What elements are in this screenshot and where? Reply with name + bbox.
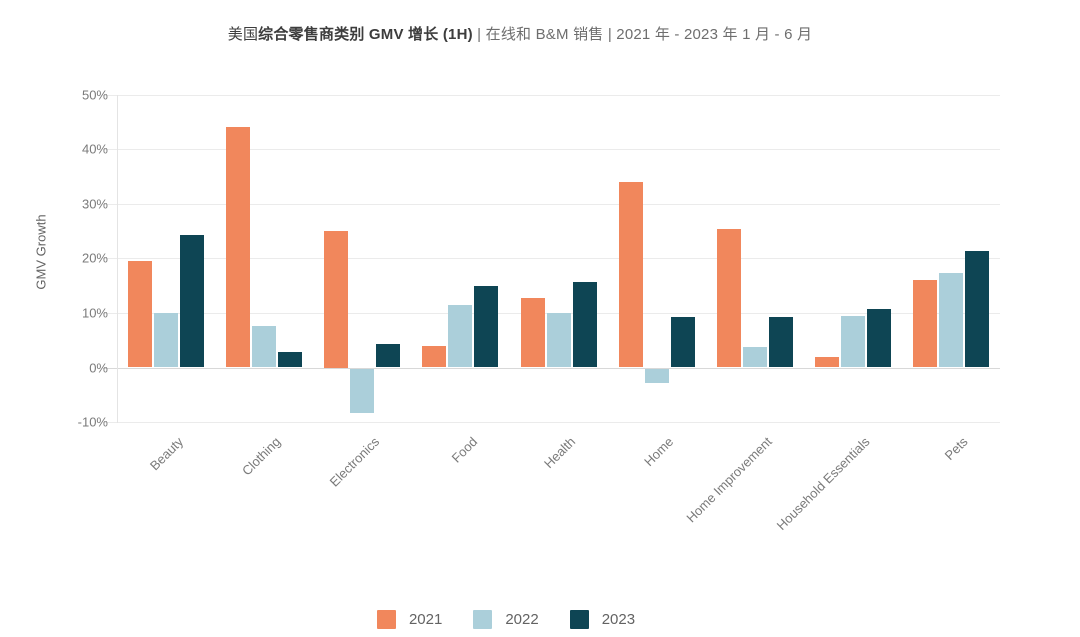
legend-label-2023: 2023	[601, 611, 636, 628]
bar-beauty-2021[interactable]	[128, 261, 153, 368]
x-category-label-beauty: Beauty	[146, 434, 186, 474]
legend-item-2023[interactable]: 2023	[569, 610, 636, 629]
y-tick-label: 0%	[89, 360, 108, 375]
bar-clothing-2023[interactable]	[278, 351, 303, 368]
gridline-0%	[103, 367, 1000, 369]
bar-home-improvement-2021[interactable]	[716, 228, 741, 368]
y-tick-label: 50%	[81, 87, 108, 102]
bar-home-improvement-2022[interactable]	[742, 346, 767, 368]
bar-food-2022[interactable]	[448, 304, 473, 368]
bar-health-2023[interactable]	[572, 282, 597, 368]
bar-home-improvement-2023[interactable]	[768, 316, 793, 368]
bar-home-2021[interactable]	[618, 181, 643, 368]
gridline-50%	[103, 94, 1000, 96]
legend-label-2021: 2021	[408, 611, 443, 628]
chart-title-prefix: 美国	[227, 26, 259, 43]
bar-home-2023[interactable]	[670, 317, 695, 368]
x-category-label-food: Food	[448, 434, 480, 466]
bar-pets-2021[interactable]	[912, 280, 937, 368]
bar-health-2022[interactable]	[546, 312, 571, 368]
bar-home-2022[interactable]	[644, 368, 669, 384]
x-category-label-electronics: Electronics	[326, 434, 382, 490]
y-tick-label: 30%	[81, 196, 108, 212]
bar-electronics-2023[interactable]	[376, 344, 401, 368]
y-tick-label: 40%	[81, 141, 108, 157]
x-category-label-household-essentials: Household Essentials	[773, 434, 873, 534]
y-axis-title: GMV Growth	[33, 214, 49, 290]
chart-title: 美国综合零售商类别 GMV 增长 (1H) | 在线和 B&M 销售 | 202…	[0, 23, 1060, 44]
x-category-label-clothing: Clothing	[239, 434, 284, 479]
legend-item-2021[interactable]: 2021	[376, 610, 443, 629]
x-category-label-pets: Pets	[941, 434, 971, 464]
legend-label-2022: 2022	[505, 611, 539, 628]
bar-household-essentials-2023[interactable]	[866, 308, 891, 368]
bar-household-essentials-2021[interactable]	[814, 356, 839, 368]
x-category-label-home-improvement: Home Improvement	[683, 434, 775, 526]
gridline-30%	[103, 203, 1000, 205]
x-category-label-home: Home	[641, 434, 677, 470]
y-tick-label: 20%	[81, 250, 108, 266]
bar-pets-2023[interactable]	[964, 251, 989, 368]
bar-food-2021[interactable]	[422, 345, 447, 368]
y-axis-line	[117, 94, 118, 423]
bar-electronics-2022[interactable]	[350, 368, 375, 414]
gridline-40%	[103, 149, 1000, 151]
legend-item-2022[interactable]: 2022	[473, 610, 539, 629]
x-category-label-health: Health	[540, 434, 579, 472]
bar-pets-2022[interactable]	[938, 273, 963, 368]
gridline--10%	[103, 422, 1000, 424]
bar-clothing-2021[interactable]	[226, 127, 251, 368]
bar-electronics-2021[interactable]	[324, 231, 349, 368]
chart-title-suffix: | 在线和 B&M 销售 | 2021 年 - 2023 年 1 月 - 6 月	[472, 26, 813, 43]
bar-beauty-2022[interactable]	[154, 312, 179, 368]
y-tick-label: -10%	[77, 414, 108, 430]
gridline-20%	[103, 258, 1000, 260]
bar-health-2021[interactable]	[520, 297, 545, 368]
bar-clothing-2022[interactable]	[252, 326, 277, 368]
legend-swatch-2022	[473, 610, 493, 629]
legend-swatch-2023	[569, 610, 589, 629]
bar-beauty-2023[interactable]	[180, 234, 205, 368]
legend: 2021 2022 2023	[0, 610, 1046, 629]
chart-title-bold: 综合零售商类别 GMV 增长 (1H)	[258, 26, 473, 43]
legend-swatch-2021	[376, 610, 396, 629]
bar-household-essentials-2022[interactable]	[840, 315, 865, 368]
y-tick-label: 10%	[81, 305, 108, 321]
bar-food-2023[interactable]	[474, 285, 499, 368]
